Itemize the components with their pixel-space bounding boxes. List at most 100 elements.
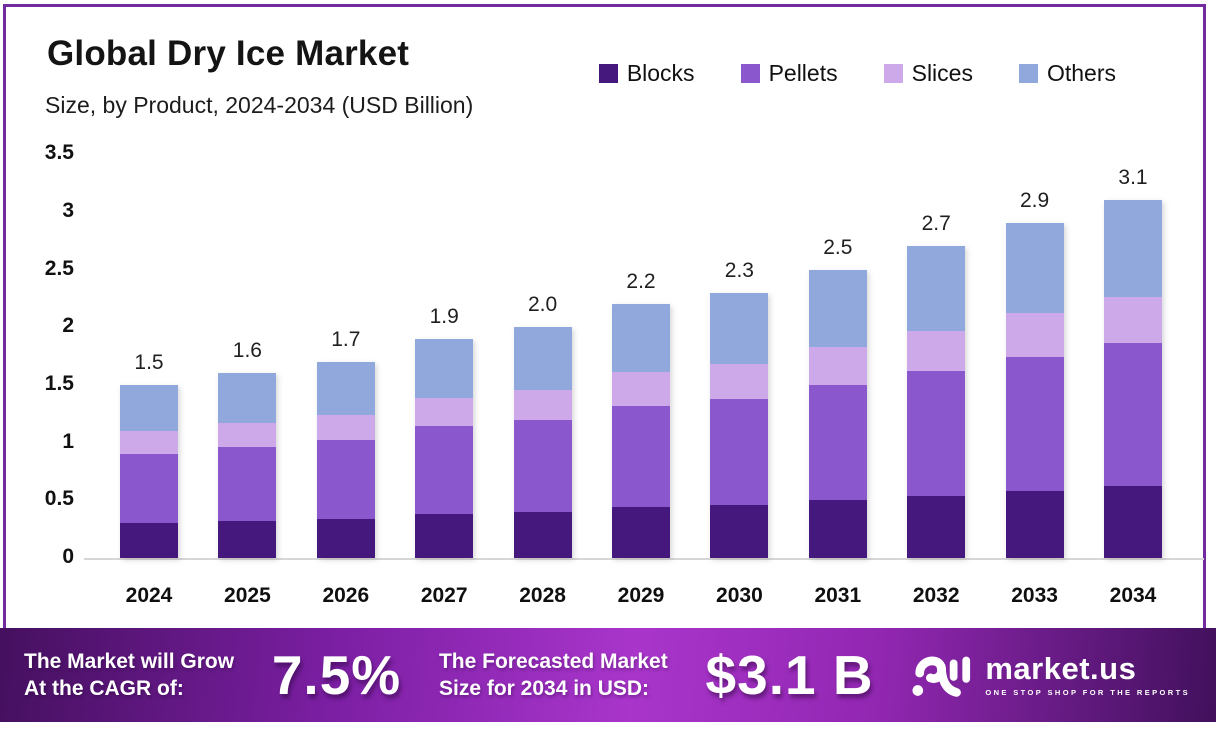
bar-total-label-2032: 2.7 <box>921 212 951 236</box>
bar-2024-segment-blocks <box>120 523 178 558</box>
bar-total-label-2027: 1.9 <box>429 304 459 328</box>
legend-item-slices: Slices <box>883 60 973 87</box>
x-axis-tick-2025: 2025 <box>224 584 271 607</box>
bar-2026-segment-pellets <box>316 440 375 519</box>
legend-label-pellets: Pellets <box>768 60 838 86</box>
page-subtitle: Size, by Product, 2024-2034 (USD Billion… <box>45 92 474 118</box>
legend-label-others: Others <box>1046 60 1116 86</box>
bar-2028-segment-others <box>513 327 572 390</box>
bar-total-label-2028: 2.0 <box>527 293 558 317</box>
brand-text: market.us ONE STOP SHOP FOR THE REPORTS <box>985 653 1190 697</box>
x-axis-line <box>84 558 1204 560</box>
bar-2034-segment-blocks <box>1104 486 1162 558</box>
bar-2029 <box>612 304 670 558</box>
x-axis-tick-2032: 2032 <box>912 584 960 607</box>
bar-2027-segment-slices <box>415 397 474 427</box>
cagr-label-line1: The Market will Grow <box>24 649 235 673</box>
bar-total-label-2024: 1.5 <box>134 350 164 374</box>
bar-2033-segment-others <box>1005 223 1064 314</box>
bar-2029-segment-slices <box>612 372 670 406</box>
bar-2029-segment-blocks <box>612 507 670 558</box>
bar-total-label-2031: 2.5 <box>823 235 853 259</box>
bar-2032-segment-blocks <box>907 495 966 558</box>
legend-label-slices: Slices <box>911 60 973 86</box>
bar-2027-segment-blocks <box>415 514 474 558</box>
bar-2025-segment-blocks <box>218 521 277 558</box>
bar-2033-segment-slices <box>1005 313 1064 358</box>
bar-2033 <box>1005 223 1064 558</box>
y-axis-tick-1.5: 1.5 <box>44 371 74 395</box>
bar-2025 <box>218 373 277 558</box>
y-axis-tick-0: 0 <box>62 545 74 568</box>
bar-2028 <box>513 327 572 558</box>
marketus-logo-icon <box>911 650 973 700</box>
bar-2026-segment-slices <box>316 414 375 441</box>
x-axis-tick-2034: 2034 <box>1109 584 1157 607</box>
x-axis-tick-2026: 2026 <box>322 584 370 607</box>
bar-2032-segment-slices <box>907 330 966 372</box>
bar-total-label-2030: 2.3 <box>724 258 754 282</box>
x-axis-tick-2027: 2027 <box>420 584 468 607</box>
bar-2030-segment-pellets <box>710 398 769 505</box>
x-axis-tick-2030: 2030 <box>716 584 763 607</box>
bar-2029-segment-pellets <box>612 405 670 508</box>
bar-2034-segment-pellets <box>1104 343 1162 487</box>
legend-item-blocks: Blocks <box>598 60 695 87</box>
legend-swatch-slices <box>883 64 903 83</box>
y-axis-tick-3: 3 <box>62 198 74 222</box>
bar-2031-segment-blocks <box>808 500 867 558</box>
bar-2034-segment-others <box>1104 200 1162 298</box>
legend-swatch-others <box>1018 64 1038 83</box>
forecast-value: $3.1 B <box>705 644 874 706</box>
bar-2026-segment-others <box>316 361 375 415</box>
y-axis-tick-2: 2 <box>62 314 74 338</box>
brand-tagline: ONE STOP SHOP FOR THE REPORTS <box>985 688 1190 697</box>
footer-banner: The Market will Grow At the CAGR of: 7.5… <box>0 628 1216 722</box>
bar-total-label-2033: 2.9 <box>1019 189 1050 213</box>
bar-2025-segment-others <box>218 373 277 423</box>
cagr-label: The Market will Grow At the CAGR of: <box>24 648 234 703</box>
bar-2028-segment-blocks <box>513 511 572 558</box>
bar-2024-segment-slices <box>120 431 178 455</box>
x-axis-tick-2028: 2028 <box>519 584 566 607</box>
legend: Blocks Pellets Slices Others <box>598 60 1116 87</box>
bar-2031-segment-others <box>808 269 867 347</box>
y-axis-tick-0.5: 0.5 <box>44 487 74 511</box>
bar-2024 <box>120 384 178 558</box>
cagr-label-line2: At the CAGR of: <box>24 677 184 700</box>
bar-2028-segment-slices <box>513 389 572 420</box>
brand-name: market.us <box>985 651 1137 686</box>
bar-2032-segment-others <box>907 246 966 331</box>
bar-2027-segment-others <box>415 338 474 398</box>
y-axis-tick-1: 1 <box>62 429 74 453</box>
x-axis-tick-2031: 2031 <box>814 584 862 607</box>
bar-total-label-2026: 1.7 <box>331 327 361 351</box>
legend-swatch-blocks <box>598 64 618 83</box>
bar-2027-segment-pellets <box>415 426 474 515</box>
forecast-label: The Forecasted Market Size for 2034 in U… <box>439 648 668 703</box>
legend-item-pellets: Pellets <box>740 60 838 87</box>
x-axis-tick-2033: 2033 <box>1011 584 1058 607</box>
bar-2030 <box>710 292 769 558</box>
bar-2031 <box>808 269 867 559</box>
bar-total-label-2025: 1.6 <box>232 339 262 363</box>
bar-total-label-2034: 3.1 <box>1118 166 1148 190</box>
bar-2033-segment-pellets <box>1005 357 1064 492</box>
bar-2032-segment-pellets <box>907 371 966 496</box>
bar-2030-segment-others <box>710 292 769 365</box>
bar-2034-segment-slices <box>1104 297 1162 344</box>
brand-logo: market.us ONE STOP SHOP FOR THE REPORTS <box>911 650 1190 700</box>
bar-2031-segment-slices <box>808 346 867 385</box>
bar-2031-segment-pellets <box>808 384 867 501</box>
bar-2030-segment-slices <box>710 364 769 399</box>
bar-2026 <box>316 361 375 558</box>
page-title: Global Dry Ice Market <box>47 34 410 73</box>
bar-2029-segment-others <box>612 304 670 373</box>
bar-2033-segment-blocks <box>1005 491 1064 558</box>
y-axis-tick-2.5: 2.5 <box>44 256 74 280</box>
y-axis-tick-3.5: 3.5 <box>44 141 74 165</box>
legend-label-blocks: Blocks <box>626 60 695 86</box>
bar-total-label-2029: 2.2 <box>626 270 656 294</box>
